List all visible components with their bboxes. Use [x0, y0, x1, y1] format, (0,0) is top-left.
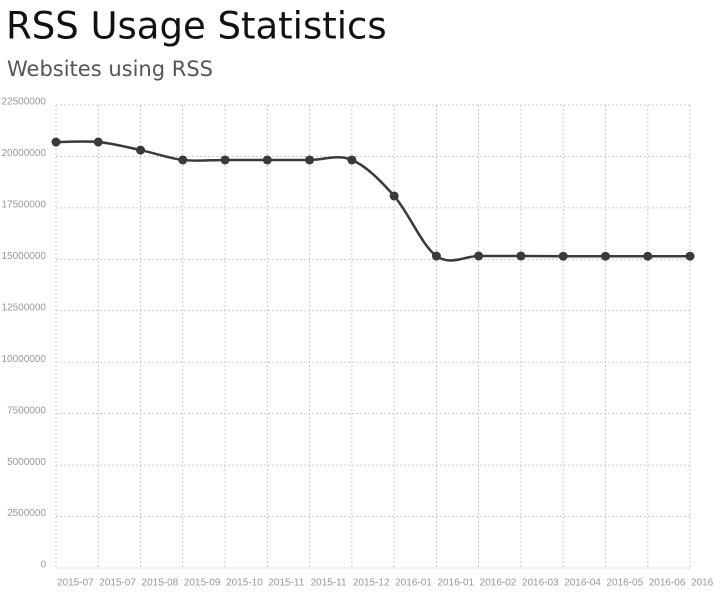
x-tick-label: 2015-12	[353, 578, 390, 589]
x-tick-label: 2015-09	[184, 578, 221, 589]
x-tick-label: 2015-08	[142, 578, 179, 589]
x-tick-label: 2016-04	[564, 578, 601, 589]
x-tick-label: 2016-03	[522, 578, 559, 589]
point	[347, 155, 357, 165]
point	[685, 251, 695, 261]
y-tick-label: 17500000	[2, 200, 47, 211]
x-tick-label: 2016-07	[691, 578, 714, 589]
y-tick-label: 0	[40, 560, 46, 571]
y-tick-label: 12500000	[2, 302, 47, 313]
y-tick-label: 22500000	[2, 97, 47, 108]
chart-title: RSS Usage Statistics	[6, 5, 387, 48]
x-tick-label: 2015-10	[226, 578, 263, 589]
x-tick-label: 2015-07	[57, 578, 94, 589]
x-tick-label: 2016-01	[437, 578, 474, 589]
x-tick-label: 2015-11	[268, 578, 304, 589]
point	[93, 137, 103, 147]
y-tick-label: 7500000	[7, 405, 46, 416]
point	[600, 251, 610, 261]
point	[558, 251, 568, 261]
line	[55, 140, 690, 262]
x-tick-label: 2016-05	[606, 578, 643, 589]
point	[305, 155, 315, 165]
point	[474, 251, 484, 261]
x-tick-label: 2016-02	[480, 578, 517, 589]
point	[431, 251, 441, 261]
y-tick-label: 20000000	[2, 148, 47, 159]
point	[262, 155, 272, 165]
x-tick-label: 2015-07	[99, 578, 136, 589]
y-tick-label: 2500000	[7, 508, 46, 519]
y-tick-label: 10000000	[2, 354, 47, 365]
point	[220, 155, 230, 165]
x-tick-label: 2015-11	[311, 578, 347, 589]
point	[643, 251, 653, 261]
point	[516, 251, 526, 261]
y-tick-label: 5000000	[7, 457, 46, 468]
point	[389, 191, 399, 201]
point	[178, 155, 188, 165]
point	[136, 145, 146, 155]
chart-subtitle: Websites using RSS	[7, 57, 213, 81]
y-tick-label: 15000000	[2, 251, 47, 262]
point	[51, 137, 61, 147]
x-tick-label: 2016-06	[649, 578, 686, 589]
x-tick-label: 2016-01	[395, 578, 432, 589]
